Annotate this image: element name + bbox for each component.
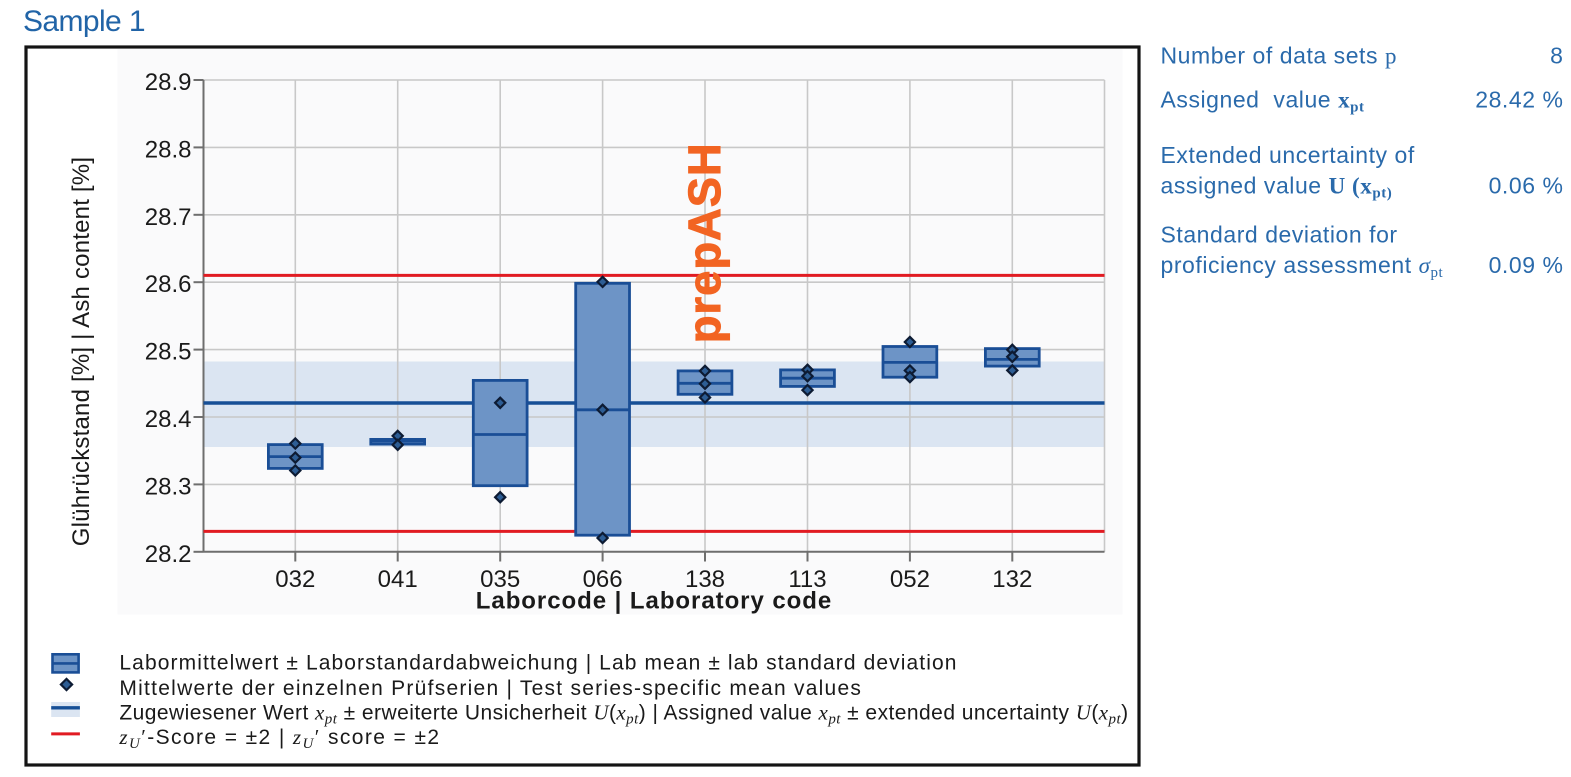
svg-text:28.8: 28.8	[145, 136, 192, 163]
svg-text:138: 138	[685, 566, 725, 593]
svg-text:assigned value U (xpt): assigned value U (xpt)	[1161, 173, 1393, 202]
svg-text:28.6: 28.6	[145, 271, 192, 298]
svg-text:28.2: 28.2	[145, 541, 192, 568]
svg-text:Assigned value xpt: Assigned value xpt	[1161, 87, 1365, 116]
svg-text:8: 8	[1550, 42, 1563, 68]
svg-text:Laborcode | Laboratory code: Laborcode | Laboratory code	[476, 588, 832, 615]
svg-text:prepASH: prepASH	[679, 142, 730, 343]
svg-text:041: 041	[378, 566, 418, 593]
svg-text:28.5: 28.5	[145, 339, 192, 366]
svg-text:066: 066	[583, 566, 623, 593]
svg-text:Zugewiesener Wert xpt ± erweit: Zugewiesener Wert xpt ± erweiterte Unsic…	[119, 700, 1128, 727]
svg-text:28.42 %: 28.42 %	[1475, 87, 1563, 113]
svg-text:113: 113	[788, 566, 826, 593]
svg-text:zU′-Score = ±2 | zU′ score = ±: zU′-Score = ±2 | zU′ score = ±2	[118, 725, 440, 752]
svg-text:0.06 %: 0.06 %	[1489, 173, 1564, 199]
svg-text:Glührückstand [%] | Ash conten: Glührückstand [%] | Ash content [%]	[68, 157, 95, 546]
svg-text:Extended uncertainty of: Extended uncertainty of	[1161, 142, 1415, 168]
svg-text:28.9: 28.9	[145, 69, 192, 96]
svg-text:28.3: 28.3	[145, 473, 192, 500]
svg-text:035: 035	[480, 566, 520, 593]
svg-text:052: 052	[890, 566, 930, 593]
svg-text:Labormittelwert ± Laborstandar: Labormittelwert ± Laborstandardabweichun…	[119, 652, 957, 675]
svg-text:Sample 1: Sample 1	[23, 5, 145, 38]
svg-text:032: 032	[275, 566, 315, 593]
svg-text:28.4: 28.4	[145, 406, 192, 433]
svg-text:Number of data sets p: Number of data sets p	[1161, 42, 1398, 68]
svg-text:132: 132	[992, 566, 1032, 593]
svg-text:Mittelwerte der einzelnen Prüf: Mittelwerte der einzelnen Prüfserien | T…	[119, 677, 862, 700]
svg-text:proficiency assessment σpt: proficiency assessment σpt	[1161, 252, 1444, 281]
svg-text:Standard deviation for: Standard deviation for	[1161, 222, 1398, 248]
svg-text:28.7: 28.7	[145, 204, 192, 231]
svg-text:0.09 %: 0.09 %	[1489, 252, 1564, 278]
